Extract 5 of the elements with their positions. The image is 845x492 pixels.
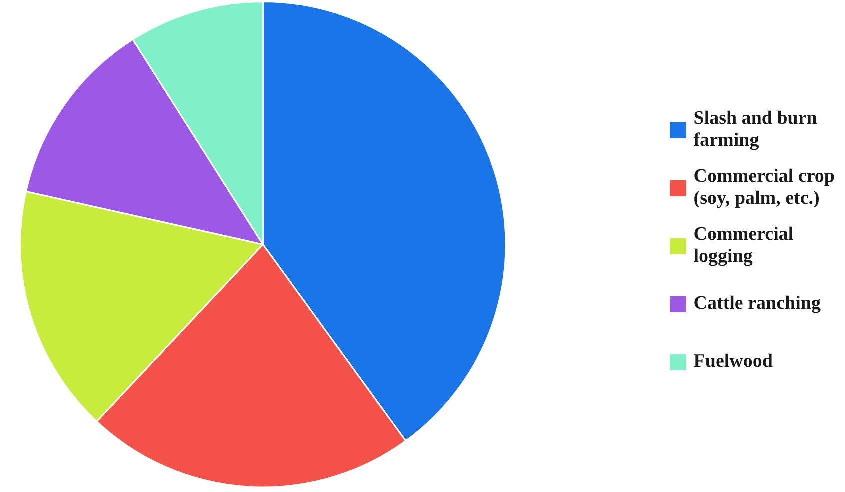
legend-label: Commercial crop (soy, palm, etc.) [694, 166, 835, 210]
legend-label: Cattle ranching [694, 292, 821, 316]
legend-label: Commercial logging [694, 224, 794, 268]
legend-label: Slash and burn farming [694, 108, 818, 152]
legend-label: Fuelwood [694, 350, 773, 374]
